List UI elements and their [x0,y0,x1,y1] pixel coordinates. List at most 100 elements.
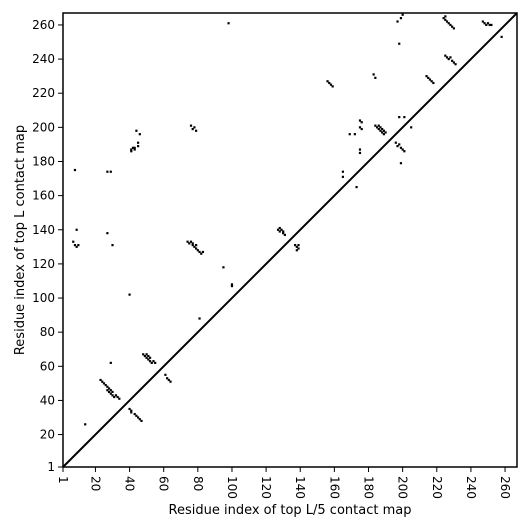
contact-point [283,233,286,236]
y-tick-label: 60 [40,359,55,373]
contact-point [198,317,201,320]
contact-point [166,377,169,380]
contact-point [137,416,140,419]
contact-point [377,124,380,127]
contact-point [372,73,375,76]
contact-point [135,129,138,132]
contact-point [133,146,136,149]
contact-point [481,20,484,23]
contact-point [358,126,362,129]
contact-point [403,116,406,119]
contact-point [106,170,109,173]
contact-point [195,244,198,247]
contact-point [377,127,380,131]
contact-point [490,23,493,27]
contact-point [451,25,454,28]
contact-point [488,23,491,27]
y-tick-label: 80 [40,325,55,339]
contact-point [329,83,333,86]
contact-point [358,151,362,155]
contact-point [142,353,145,356]
contact-point [140,419,143,423]
contact-point [399,146,403,149]
contact-point [130,409,133,412]
contact-point [106,232,109,235]
contact-point [425,75,428,78]
contact-point [191,127,194,131]
contact-point [147,354,150,358]
contact-point [104,383,107,387]
contact-point [152,360,155,363]
x-tick-label: 60 [157,476,171,491]
y-tick-label: 200 [32,120,55,134]
contact-point [145,353,148,356]
contact-point [442,17,445,20]
y-tick-label: 260 [32,18,55,32]
contact-point [167,378,170,382]
contact-point [116,395,119,399]
contact-point [109,170,112,173]
contact-point [113,395,116,399]
contact-point [282,230,285,233]
x-tick-label: 220 [430,476,444,499]
contact-point [189,240,193,243]
contact-point [133,412,136,416]
contact-point [444,15,447,18]
contact-point [128,293,131,296]
y-tick-label: 240 [32,52,55,66]
contact-point [73,168,77,172]
contact-point [84,423,87,426]
contact-point [401,148,404,151]
contact-point [449,23,452,27]
x-tick-label: 260 [498,476,512,499]
contact-point [102,382,106,385]
contact-point [193,126,196,129]
contact-point [230,283,234,286]
contact-point [128,407,131,411]
contact-point [186,240,189,243]
contact-point [77,244,80,247]
contact-point [230,284,234,288]
x-tick-label: 80 [191,476,205,491]
contact-point [195,129,198,132]
contact-point [145,356,148,359]
contact-point [148,360,152,363]
contact-point [394,141,397,144]
contact-point [331,85,334,88]
x-tick-label: 20 [88,476,102,491]
x-tick-label: 240 [464,476,478,499]
contact-point [196,249,199,252]
y-axis-label: Residue index of top L contact map [13,125,28,355]
contact-point [189,124,193,127]
contact-point [384,131,387,134]
contact-point [137,145,140,148]
contact-point [353,133,356,136]
contact-point [445,20,449,23]
contact-point [375,126,379,129]
x-tick-label: 100 [225,476,239,499]
contact-point [114,394,118,397]
x-tick-label: 1 [56,476,70,484]
x-tick-label: 160 [327,476,341,499]
contact-point [107,390,111,393]
contact-point [294,244,297,247]
contact-point [451,59,454,62]
contact-point [198,250,201,254]
x-tick-label: 120 [259,476,273,499]
contact-point [106,385,109,388]
contact-point [444,54,447,57]
contact-point [147,358,150,361]
contact-point [454,63,457,66]
contact-point [410,126,413,129]
contact-point [500,35,503,38]
contact-point [107,387,111,390]
contact-point [401,13,404,16]
contact-point [452,27,455,30]
contact-point [106,389,109,392]
y-tick-label: 180 [32,154,55,168]
contact-point [75,245,78,248]
y-tick-label: 220 [32,86,55,100]
y-tick-label: 100 [32,291,55,305]
contact-point [449,56,452,59]
